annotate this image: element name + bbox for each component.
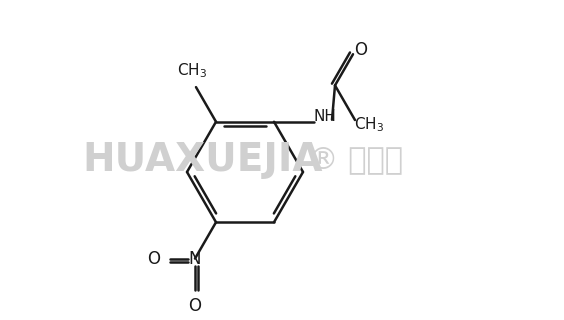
Text: CH$_3$: CH$_3$ bbox=[177, 61, 207, 80]
Text: N: N bbox=[189, 250, 201, 268]
Text: O: O bbox=[188, 297, 201, 315]
Text: HUAXUEJIA: HUAXUEJIA bbox=[83, 141, 323, 179]
Text: ® 化学加: ® 化学加 bbox=[308, 146, 403, 174]
Text: O: O bbox=[355, 41, 368, 59]
Text: CH$_3$: CH$_3$ bbox=[354, 116, 384, 134]
Text: NH: NH bbox=[314, 109, 337, 124]
Text: O: O bbox=[148, 250, 161, 268]
